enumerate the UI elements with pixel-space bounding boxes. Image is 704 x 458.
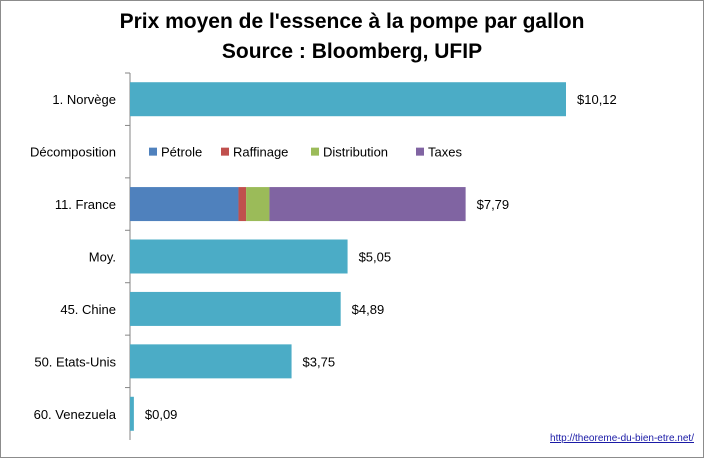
bar-segment-raffinage (238, 187, 247, 222)
legend-swatch-distribution (311, 147, 319, 156)
category-label-1-norvege: 1. Norvège (52, 92, 116, 107)
bar-50-etats-unis (130, 344, 292, 379)
category-label-60-venezuela: 60. Venezuela (34, 407, 117, 422)
chart-subtitle: Source : Bloomberg, UFIP (221, 40, 483, 63)
bar-segment-distribution (246, 187, 270, 222)
chart-title: Prix moyen de l'essence à la pompe par g… (119, 10, 585, 33)
bar-60-venezuela (130, 396, 134, 431)
value-label-45-chine: $4,89 (352, 302, 385, 317)
legend-label-taxes: Taxes (428, 145, 462, 160)
category-label-50-etats-unis: 50. Etats-Unis (34, 354, 116, 369)
category-label-moy: Moy. (89, 250, 116, 265)
value-label-11-france: $7,79 (477, 197, 510, 212)
legend-label-raffinage: Raffinage (233, 145, 288, 160)
bar-1-norvege (130, 82, 566, 117)
category-label-decomposition: Décomposition (30, 145, 116, 160)
source-link[interactable]: http://theoreme-du-bien-etre.net/ (550, 433, 694, 444)
legend-swatch-taxes (416, 147, 424, 156)
legend-swatch-raffinage (221, 147, 229, 156)
bar-segment-petrole (130, 187, 239, 222)
bar-45-chine (130, 291, 341, 326)
category-label-45-chine: 45. Chine (60, 302, 116, 317)
legend-label-petrole: Pétrole (161, 145, 202, 160)
legend-label-distribution: Distribution (323, 145, 388, 160)
value-label-1-norvege: $10,12 (577, 92, 617, 107)
bar-moy (130, 239, 348, 274)
value-label-50-etats-unis: $3,75 (303, 354, 336, 369)
value-label-60-venezuela: $0,09 (145, 407, 178, 422)
category-label-11-france: 11. France (55, 197, 116, 212)
bar-segment-taxes (269, 187, 466, 222)
value-label-moy: $5,05 (359, 250, 392, 265)
legend-swatch-petrole (149, 147, 157, 156)
